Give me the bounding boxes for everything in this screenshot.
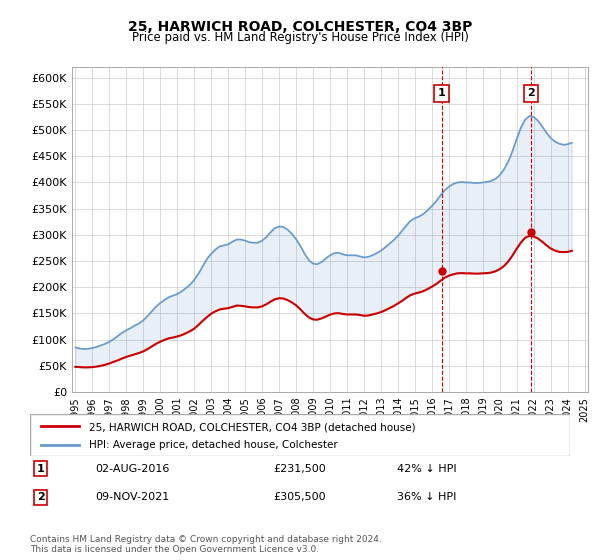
Text: 1: 1 bbox=[37, 464, 44, 474]
Text: 1: 1 bbox=[438, 88, 446, 98]
Text: 25, HARWICH ROAD, COLCHESTER, CO4 3BP (detached house): 25, HARWICH ROAD, COLCHESTER, CO4 3BP (d… bbox=[89, 422, 416, 432]
Text: 25, HARWICH ROAD, COLCHESTER, CO4 3BP: 25, HARWICH ROAD, COLCHESTER, CO4 3BP bbox=[128, 20, 472, 34]
FancyBboxPatch shape bbox=[30, 414, 570, 456]
Text: 36% ↓ HPI: 36% ↓ HPI bbox=[397, 492, 457, 502]
Text: 42% ↓ HPI: 42% ↓ HPI bbox=[397, 464, 457, 474]
Text: 09-NOV-2021: 09-NOV-2021 bbox=[95, 492, 169, 502]
Text: HPI: Average price, detached house, Colchester: HPI: Average price, detached house, Colc… bbox=[89, 440, 338, 450]
Text: Contains HM Land Registry data © Crown copyright and database right 2024.
This d: Contains HM Land Registry data © Crown c… bbox=[30, 535, 382, 554]
Text: £231,500: £231,500 bbox=[273, 464, 326, 474]
Text: 2: 2 bbox=[527, 88, 535, 98]
Text: Price paid vs. HM Land Registry's House Price Index (HPI): Price paid vs. HM Land Registry's House … bbox=[131, 31, 469, 44]
Text: £305,500: £305,500 bbox=[273, 492, 326, 502]
Text: 02-AUG-2016: 02-AUG-2016 bbox=[95, 464, 169, 474]
Text: 2: 2 bbox=[37, 492, 44, 502]
